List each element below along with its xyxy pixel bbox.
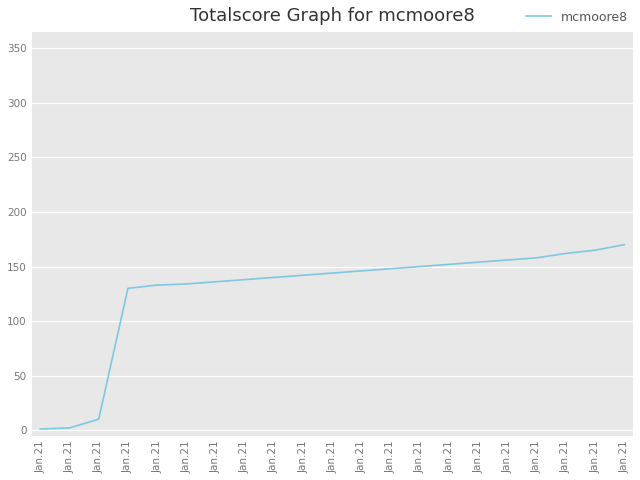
mcmoore8: [533, 255, 541, 261]
mcmoore8: [387, 266, 394, 272]
mcmoore8: [474, 259, 482, 265]
mcmoore8: [182, 281, 190, 287]
mcmoore8: [212, 279, 220, 285]
mcmoore8: [66, 425, 74, 431]
mcmoore8: [124, 286, 132, 291]
mcmoore8: [300, 272, 307, 278]
mcmoore8: [562, 251, 570, 256]
mcmoore8: [504, 257, 511, 263]
mcmoore8: [241, 277, 248, 283]
mcmoore8: [153, 282, 161, 288]
mcmoore8: [328, 270, 336, 276]
mcmoore8: [270, 275, 278, 280]
mcmoore8: [416, 264, 424, 269]
mcmoore8: [358, 268, 365, 274]
mcmoore8: [620, 242, 628, 248]
mcmoore8: [445, 262, 453, 267]
Legend: mcmoore8: mcmoore8: [521, 6, 633, 29]
mcmoore8: [591, 247, 599, 253]
mcmoore8: [95, 416, 102, 422]
mcmoore8: [36, 426, 44, 432]
Title: Totalscore Graph for mcmoore8: Totalscore Graph for mcmoore8: [190, 7, 475, 25]
Line: mcmoore8: mcmoore8: [40, 245, 624, 429]
